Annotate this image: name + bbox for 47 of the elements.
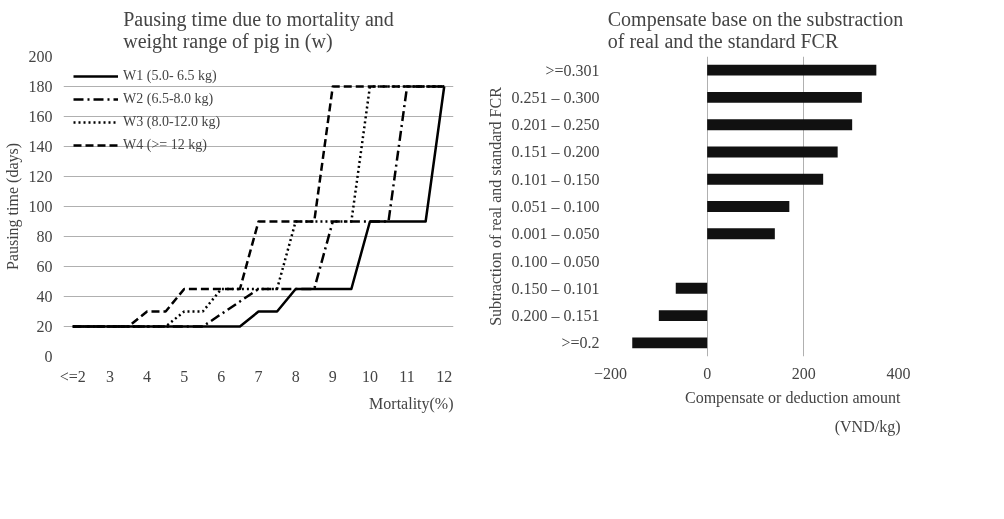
- y-tick-label: 40: [36, 288, 53, 305]
- y-tick-label: 0.151 – 0.200: [511, 143, 600, 161]
- x-tick-label: <=2: [59, 367, 86, 385]
- y-tick-label: >=0.301: [545, 61, 600, 79]
- x-tick-label: 6: [217, 367, 226, 385]
- x-tick-label: −200: [593, 364, 628, 382]
- y-tick-label: 0.251 – 0.300: [511, 88, 600, 106]
- legend-label: W1 (5.0- 6.5 kg): [123, 68, 217, 84]
- legend-label: W2 (6.5-8.0 kg): [123, 91, 214, 107]
- y-axis-title: Pausing time (days): [3, 142, 22, 271]
- x-tick-label: 10: [361, 367, 378, 385]
- x-tick-label: 400: [886, 364, 911, 382]
- x-tick-label: 8: [291, 367, 300, 385]
- chart-title: Compensate base on the substraction of real and the standard FCR: [607, 7, 904, 52]
- y-tick-label: 0.200 – 0.151: [511, 307, 600, 325]
- y-tick-label: 0.201 – 0.250: [511, 116, 600, 134]
- y-tick-label: 0.101 – 0.150: [511, 170, 600, 188]
- y-tick-label: >=0.2: [561, 334, 600, 352]
- y-tick-label: 0: [44, 348, 53, 365]
- y-tick-label: 0.150 – 0.101: [511, 279, 600, 297]
- x-tick-label: 12: [436, 367, 453, 385]
- y-tick-label: 80: [36, 228, 53, 245]
- legend-label: W4 (>= 12 kg): [123, 137, 207, 153]
- y-tick-label: 140: [28, 138, 53, 155]
- x-tick-label: 0: [703, 364, 712, 382]
- y-tick-label: 0.100 – 0.050: [511, 252, 600, 270]
- y-tick-label: 60: [36, 258, 53, 275]
- y-tick-label: 180: [28, 78, 53, 95]
- x-tick-label: 5: [180, 367, 189, 385]
- x-tick-label: 9: [328, 367, 337, 385]
- x-axis-title: Mortality(%): [369, 394, 454, 413]
- y-tick-label: 20: [36, 318, 53, 335]
- x-tick-label: 3: [105, 367, 114, 385]
- y-tick-label: 160: [28, 108, 53, 125]
- y-tick-label: 0.001 – 0.050: [511, 225, 600, 243]
- y-axis-title: Subtraction of real and standard FCR: [486, 86, 504, 326]
- x-tick-label: 7: [254, 367, 263, 385]
- x-tick-label: 200: [791, 364, 816, 382]
- y-tick-label: 100: [28, 198, 53, 215]
- x-axis-title: Compensate or deduction amount (VND/kg): [684, 388, 902, 436]
- legend-label: W3 (8.0-12.0 kg): [123, 114, 221, 130]
- chart-title: Pausing time due to mortality and weight range of pig in (w): [123, 7, 394, 53]
- y-tick-label: 120: [28, 168, 53, 185]
- x-tick-label: 4: [143, 367, 152, 385]
- y-tick-label: 200: [28, 48, 53, 65]
- y-tick-label: 0.051 – 0.100: [511, 198, 600, 215]
- x-tick-label: 11: [399, 367, 415, 385]
